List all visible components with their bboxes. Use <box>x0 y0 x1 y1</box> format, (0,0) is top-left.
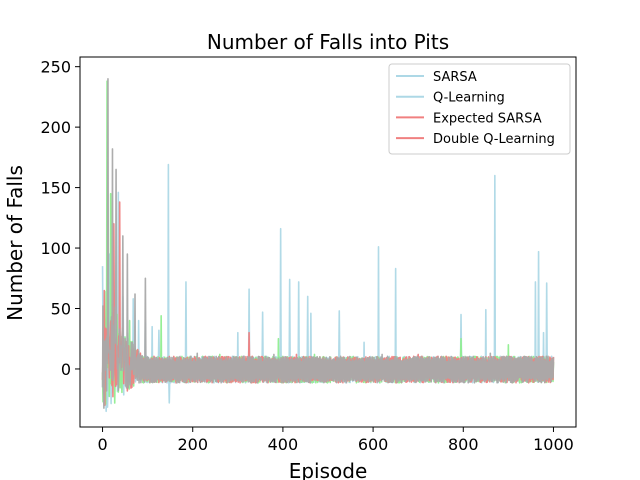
y-axis-label: Number of Falls <box>3 165 27 321</box>
y-tick-label: 200 <box>40 118 71 137</box>
x-tick-label: 800 <box>448 435 479 454</box>
legend-label: Expected SARSA <box>433 111 542 126</box>
series-line-4 <box>101 77 555 409</box>
legend-label: Q-Learning <box>433 91 505 106</box>
x-tick-label: 600 <box>358 435 389 454</box>
x-tick-label: 0 <box>97 435 107 454</box>
y-tick-label: 0 <box>61 360 71 379</box>
legend-entries: SARSA Q-Learning Expected SARSA Double Q-Le… <box>396 70 555 147</box>
x-tick-label: 1000 <box>533 435 574 454</box>
x-axis-label: Episode <box>289 459 368 480</box>
x-tick-label: 200 <box>177 435 208 454</box>
y-axis-ticks: 0 50 100 150 200 250 <box>40 58 80 379</box>
series-layer <box>101 77 555 413</box>
plot-frame <box>79 56 577 428</box>
legend-label: Double Q-Learning <box>433 132 555 147</box>
y-tick-label: 250 <box>40 58 71 77</box>
legend: SARSA Q-Learning Expected SARSA Double Q-Le… <box>388 63 571 155</box>
chart-title: Number of Falls into Pits <box>207 30 449 54</box>
x-axis-ticks: 0 200 400 600 800 1000 <box>97 427 574 454</box>
y-tick-label: 150 <box>40 179 71 198</box>
y-tick-label: 100 <box>40 239 71 258</box>
y-tick-label: 50 <box>51 300 71 319</box>
legend-label: SARSA <box>433 70 477 85</box>
x-tick-label: 400 <box>268 435 299 454</box>
legend-box <box>388 63 571 155</box>
